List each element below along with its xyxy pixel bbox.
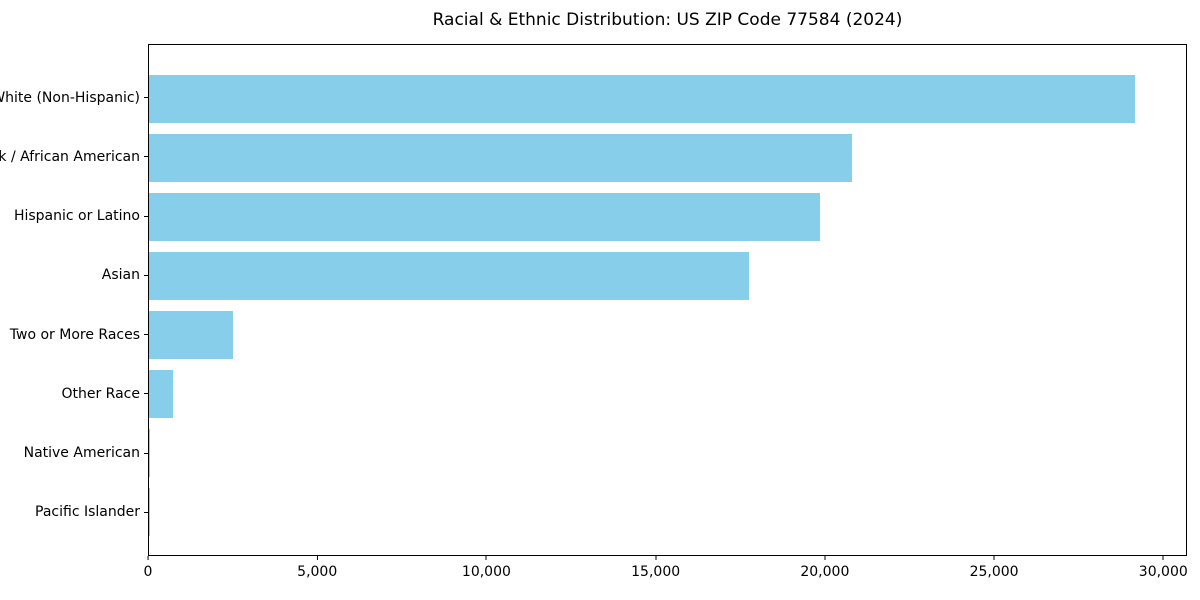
- bar-row: [149, 364, 1186, 423]
- y-tick-row: White (Non-Hispanic): [0, 68, 148, 127]
- bar-row: [149, 246, 1186, 305]
- chart-title: Racial & Ethnic Distribution: US ZIP Cod…: [432, 10, 903, 30]
- x-tick-label: 20,000: [800, 564, 850, 580]
- y-axis-labels: White (Non-Hispanic) Black / African Amer…: [0, 44, 148, 556]
- bar: [149, 192, 820, 241]
- category-label: Other Race: [61, 385, 140, 402]
- bar-row: [149, 305, 1186, 364]
- category-label: Hispanic or Latino: [13, 208, 140, 225]
- category-label: Native American: [23, 445, 140, 462]
- x-tick-label: 10,000: [461, 564, 511, 580]
- y-tick-row: Two or More Races: [0, 305, 148, 364]
- bars-container: [149, 45, 1186, 555]
- y-tick-row: Other Race: [0, 364, 148, 423]
- x-tick: 15,000: [631, 556, 680, 580]
- category-label: White (Non-Hispanic): [0, 89, 140, 106]
- x-tick: 10,000: [462, 556, 511, 580]
- y-tick-mark: [144, 393, 148, 395]
- x-tick: 30,000: [1139, 556, 1188, 580]
- bar: [149, 133, 852, 182]
- x-tick-label: 0: [143, 564, 153, 580]
- x-tick-mark: [147, 556, 149, 560]
- bar: [149, 74, 1136, 123]
- y-tick-mark: [144, 452, 148, 454]
- y-tick-mark: [144, 97, 148, 99]
- bar-row: [149, 423, 1186, 482]
- y-tick-mark: [144, 334, 148, 336]
- x-tick-mark: [655, 556, 657, 560]
- x-tick-label: 15,000: [631, 564, 681, 580]
- bar-row: [149, 128, 1186, 187]
- bar: [149, 310, 234, 359]
- x-axis-ticks: 0 5,000 10,000 15,000 20,000 25,000 30,000: [144, 556, 1188, 592]
- x-tick-mark: [993, 556, 995, 560]
- category-label: Asian: [101, 267, 140, 284]
- x-tick-label: 25,000: [969, 564, 1019, 580]
- y-tick-mark: [144, 215, 148, 217]
- x-tick: 0: [143, 556, 153, 580]
- y-tick-mark: [144, 511, 148, 513]
- y-tick-row: Black / African American: [0, 127, 148, 186]
- y-tick-mark: [144, 156, 148, 158]
- bar: [149, 428, 150, 477]
- y-tick-row: Pacific Islander: [0, 483, 148, 542]
- category-label: Pacific Islander: [35, 504, 140, 521]
- x-tick: 5,000: [297, 556, 337, 580]
- plot-area: [148, 44, 1187, 556]
- x-tick-mark: [485, 556, 487, 560]
- bar: [149, 369, 173, 418]
- bar-row: [149, 69, 1186, 128]
- x-tick-mark: [824, 556, 826, 560]
- x-tick-label: 30,000: [1138, 564, 1188, 580]
- y-tick-row: Asian: [0, 246, 148, 305]
- y-tick-row: Hispanic or Latino: [0, 187, 148, 246]
- y-tick-row: Native American: [0, 424, 148, 483]
- x-tick-mark: [316, 556, 318, 560]
- x-tick-mark: [1162, 556, 1164, 560]
- x-tick-label: 5,000: [297, 564, 338, 580]
- bar-row: [149, 187, 1186, 246]
- x-tick: 25,000: [970, 556, 1019, 580]
- bar: [149, 251, 749, 300]
- x-tick: 20,000: [800, 556, 849, 580]
- bar-row: [149, 482, 1186, 541]
- category-label: Two or More Races: [9, 326, 140, 343]
- category-label: Black / African American: [0, 148, 140, 165]
- y-tick-mark: [144, 274, 148, 276]
